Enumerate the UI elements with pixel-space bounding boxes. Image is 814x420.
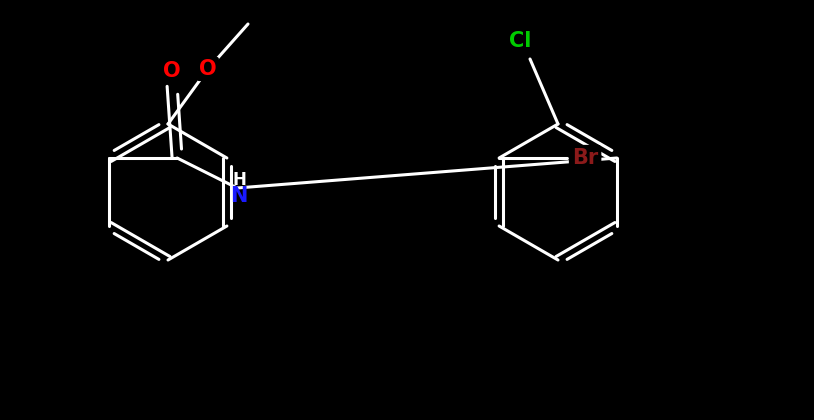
Text: O: O xyxy=(199,59,217,79)
Text: Cl: Cl xyxy=(509,31,532,51)
Text: Br: Br xyxy=(572,148,598,168)
Text: N: N xyxy=(230,186,247,206)
Text: H: H xyxy=(232,171,246,189)
Text: O: O xyxy=(164,61,181,81)
